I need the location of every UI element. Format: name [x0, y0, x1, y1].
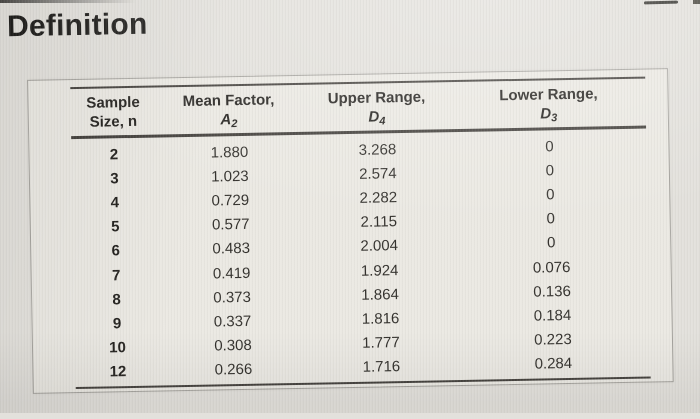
cell-a2: 0.337	[213, 312, 252, 331]
cell-d3: 0.223	[534, 331, 572, 349]
column-header: Sample Size, n	[86, 93, 140, 131]
column-header: Upper Range, D4	[327, 88, 426, 128]
cell-a2: 0.266	[214, 361, 253, 379]
cell-d4: 3.268	[358, 140, 397, 159]
cell-a2: 1.880	[210, 143, 249, 162]
cell-a2: 0.483	[212, 240, 251, 258]
cell-a2: 0.577	[211, 215, 250, 234]
cell-d4: 1.864	[361, 285, 400, 304]
cell-n: 12	[109, 363, 127, 381]
photo-edge-artifact-corner	[693, 0, 700, 4]
page-title: Definition	[6, 7, 148, 44]
cell-n: 5	[110, 218, 120, 236]
cell-a2: 1.023	[210, 167, 249, 186]
cell-d4: 1.924	[360, 261, 399, 280]
column-header: Lower Range, D3	[499, 85, 598, 125]
cell-d4: 1.777	[362, 334, 400, 352]
cell-d4: 2.004	[360, 237, 399, 256]
cell-d3: 0	[545, 186, 555, 204]
cell-d4: 2.115	[360, 213, 398, 231]
cell-a2: 0.308	[214, 336, 252, 355]
cell-n: 2	[109, 145, 119, 163]
factors-table: Sample Size, n Mean Factor, A2 Upper Range, D…	[70, 76, 651, 389]
cell-n: 7	[111, 266, 121, 284]
cell-d3: 0	[545, 137, 554, 155]
cell-n: 8	[112, 290, 121, 309]
cell-a2: 0.419	[212, 264, 251, 283]
table-panel: Sample Size, n Mean Factor, A2 Upper Range, D…	[27, 68, 674, 394]
cell-a2: 0.729	[211, 191, 250, 210]
cell-d3: 0	[546, 234, 556, 252]
cell-n: 6	[111, 242, 121, 260]
cell-d4: 1.716	[362, 358, 401, 377]
cell-d3: 0.136	[533, 282, 571, 301]
photo-edge-artifact-left	[0, 0, 148, 3]
cell-d3: 0	[546, 210, 556, 228]
cell-d4: 2.282	[359, 189, 398, 207]
cell-n: 10	[109, 339, 127, 357]
cell-d3: 0.076	[532, 258, 571, 277]
cell-n: 9	[112, 315, 122, 333]
column-header: Mean Factor, A2	[182, 91, 275, 131]
cell-a2: 0.373	[213, 288, 252, 307]
table-body: 2 1.880 3.268 0 3 1.023 2.574 0 4 0.729 2.282 0 5 0.5…	[71, 128, 651, 389]
cell-d3: 0.284	[534, 355, 573, 373]
cell-d3: 0	[545, 162, 555, 180]
cell-d3: 0.184	[533, 306, 572, 325]
cell-n: 4	[110, 194, 120, 212]
cell-n: 3	[110, 170, 119, 188]
cell-d4: 2.574	[358, 164, 397, 183]
cell-d4: 1.816	[361, 310, 400, 328]
